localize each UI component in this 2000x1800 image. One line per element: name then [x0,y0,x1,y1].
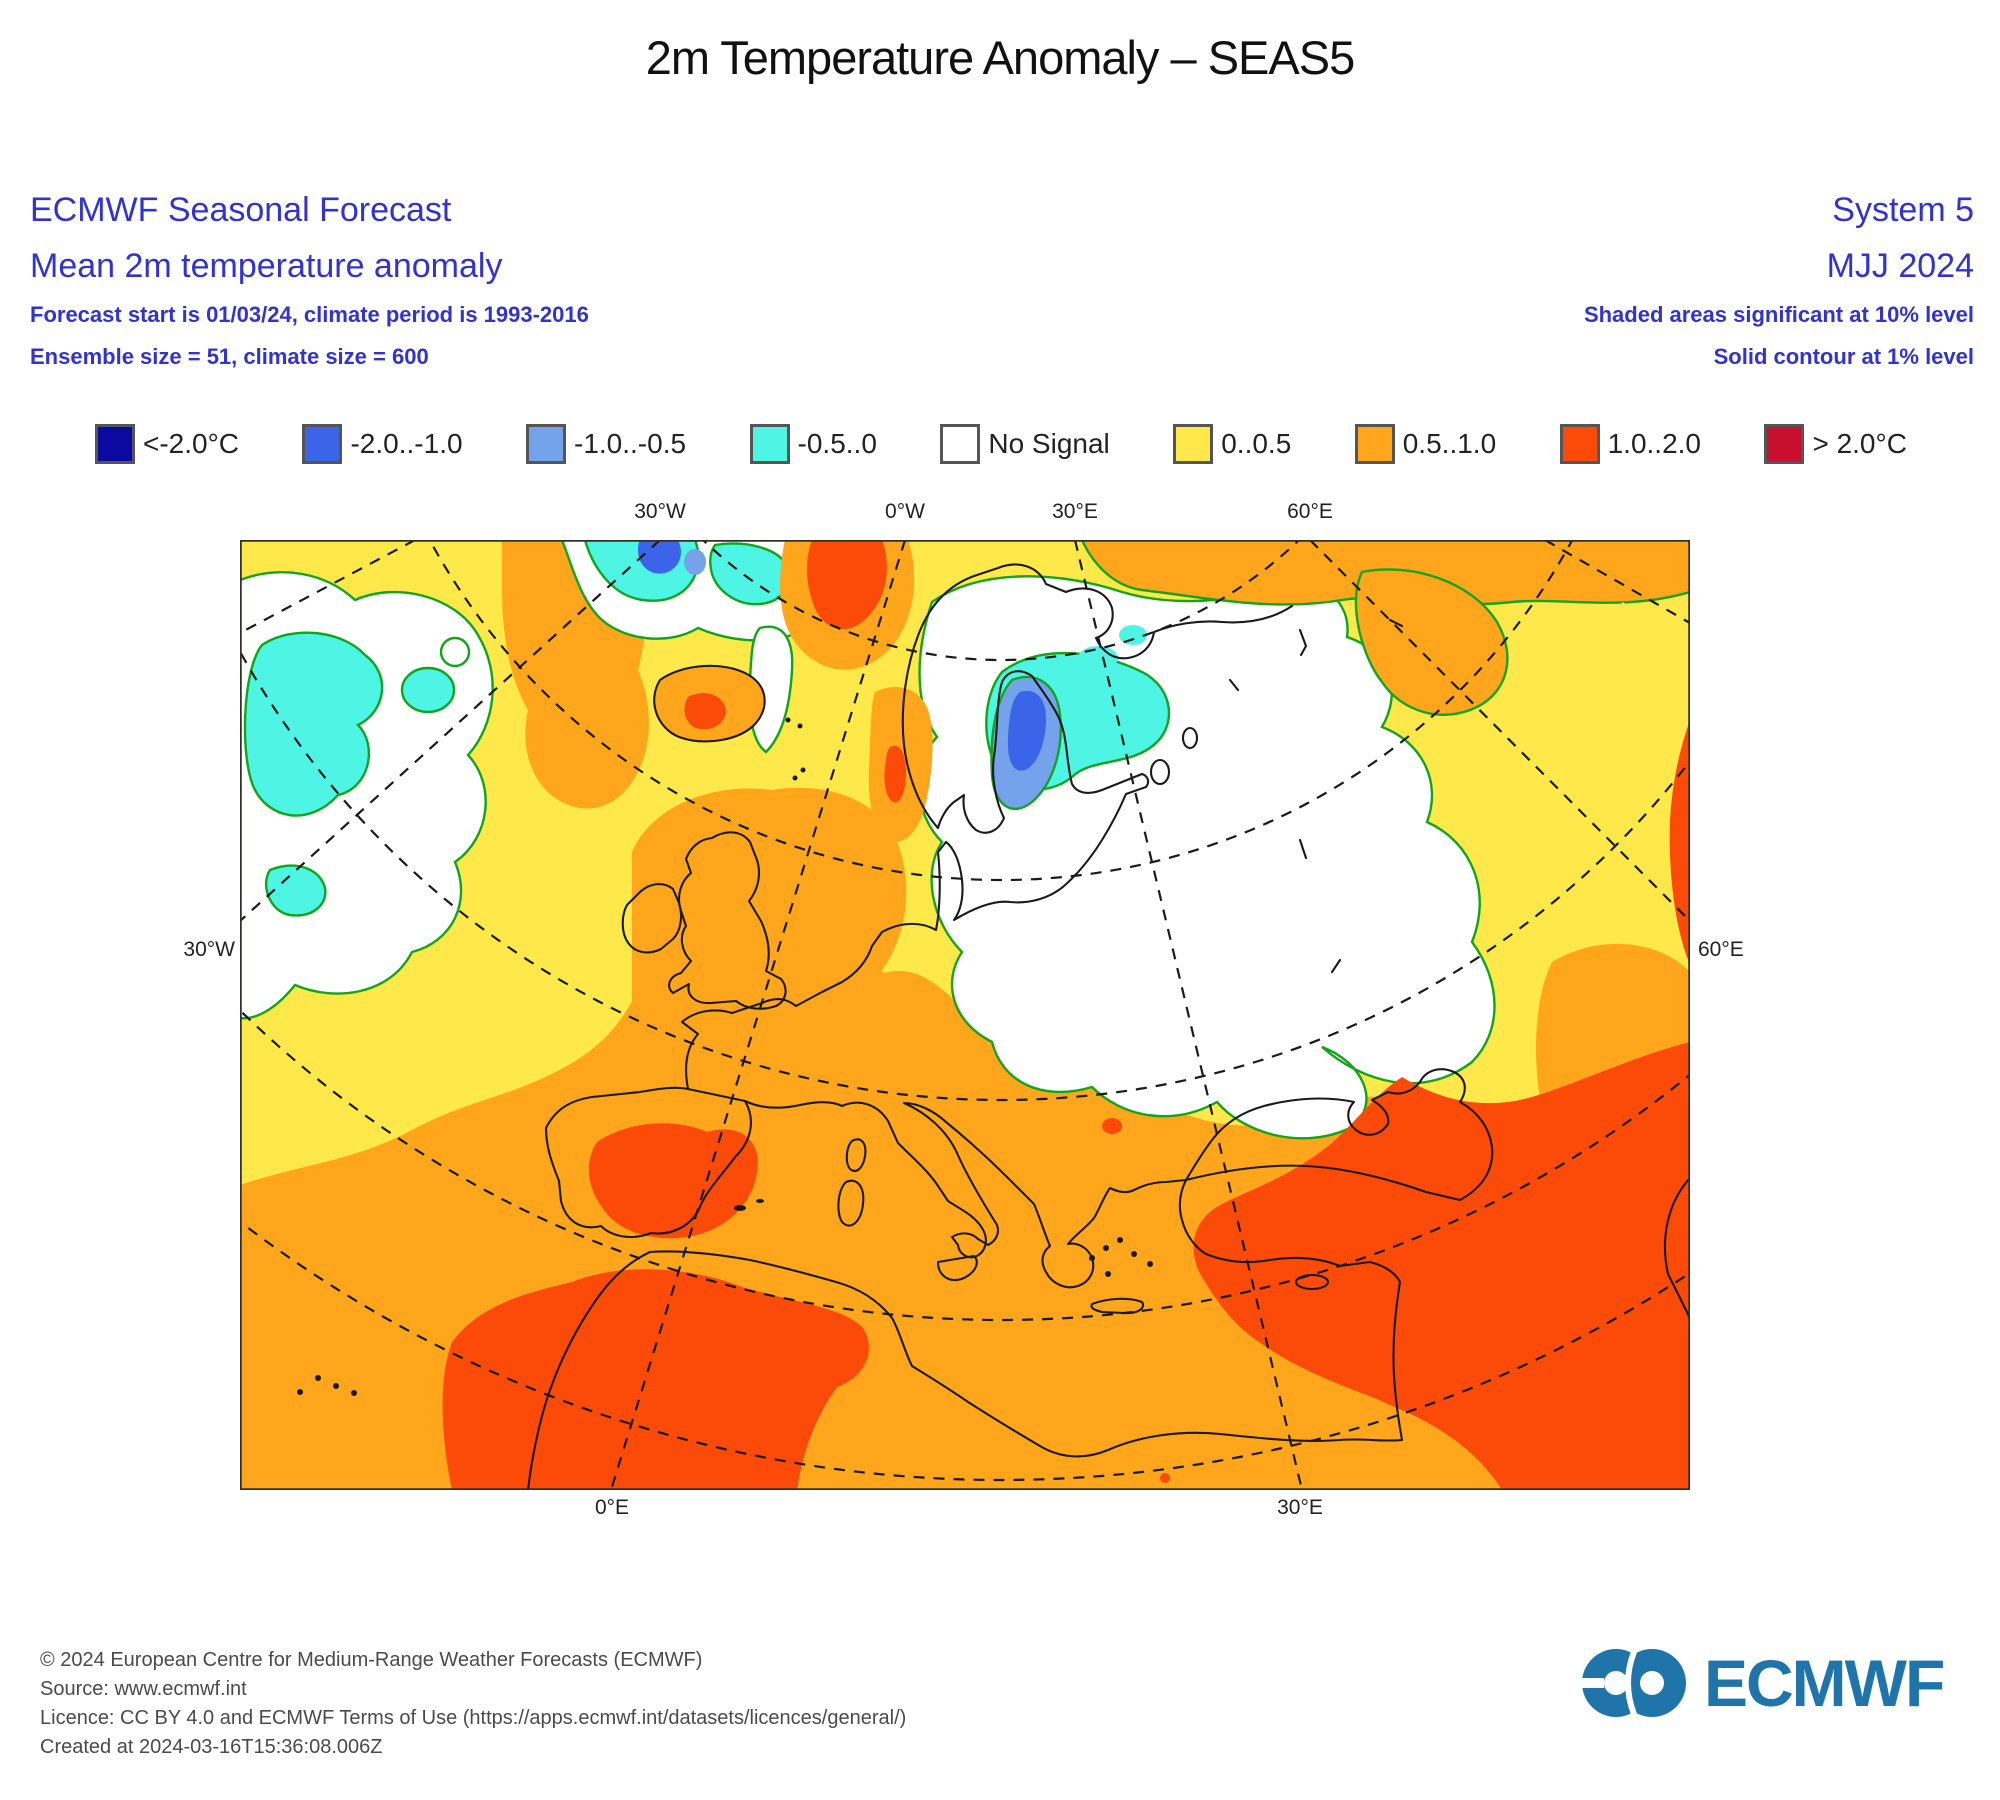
legend-swatch-1-2 [1559,424,1600,464]
season-label: MJJ 2024 [1826,247,1974,285]
anomaly-blue-arctic [637,540,681,574]
anomaly-blue-bothnia [1007,690,1047,771]
legend-item: 0.5..1.0 [1354,424,1497,464]
forecast-map [240,540,1690,1490]
footer-attribution: © 2024 European Centre for Medium-Range … [40,1646,906,1762]
small-islands [297,717,1153,1396]
anatolia-levant-africa-coastline [526,1178,1404,1490]
anomaly-cyan-patch [1119,625,1147,645]
graticule-lines [240,540,1690,1490]
legend-swatch-neg05-0 [749,424,790,464]
lake-onega [1181,726,1199,750]
anomaly-red-streak [806,540,887,630]
anomaly-red-dot [1160,1473,1170,1483]
legend-label: > 2.0°C [1812,428,1907,459]
legend-item: No Signal [940,424,1110,464]
legend-label: -0.5..0 [797,428,877,459]
iberia-coastline [544,1086,752,1238]
ecmwf-logo: ECMWF [1576,1638,1945,1728]
source-line: Source: www.ecmwf.int [40,1678,247,1700]
europe-north-coastline [680,563,1294,1091]
axis-label-top-30w: 30°W [634,500,686,523]
system-label: System 5 [1832,191,1974,229]
header-left: ECMWF Seasonal Forecast Mean 2m temperat… [30,182,589,378]
anomaly-cyan-patch [400,666,456,714]
ecmwf-logo-icon [1576,1649,1686,1717]
legend-item: 1.0..2.0 [1559,424,1701,464]
created-line: Created at 2024-03-16T15:36:08.006Z [40,1736,383,1758]
mediterranean-coastline [743,1099,1462,1289]
anomaly-cyan-patch [1078,646,1118,670]
anomaly-map-svg [240,540,1690,1490]
copyright-line: © 2024 European Centre for Medium-Range … [40,1649,703,1671]
legend-item: -0.5..0 [749,424,877,464]
significance-note: Shaded areas significant at 10% level [1583,302,1974,327]
axis-label-right-60e: 60°E [1698,938,1744,961]
legend-swatch-neg1-neg05 [526,424,566,464]
legend-swatch-0-05 [1173,424,1214,464]
color-legend: <-2.0°C -2.0..-1.0 -1.0..-0.5 -0.5..0 No… [95,424,1907,464]
legend-item: <-2.0°C [95,424,239,464]
anomaly-orange-northeast-blob [1354,568,1509,716]
axis-label-top-0w: 0°W [885,500,925,523]
anomaly-yellow-right-strip [1610,602,1690,962]
axis-label-bottom-0e: 0°E [594,1496,630,1519]
legend-label: 0.5..1.0 [1402,428,1497,459]
header-right: System 5 MJJ 2024 Shaded areas significa… [1584,182,1974,378]
legend-item: -2.0..-1.0 [302,424,463,464]
legend-item: > 2.0°C [1764,424,1907,464]
anomaly-orange-british-isles [632,787,907,1062]
axis-label-top-30e: 30°E [1052,500,1098,523]
legend-swatch-05-1 [1354,424,1395,464]
anomaly-orange-egypt [1233,1332,1464,1490]
legend-label: 1.0..2.0 [1607,428,1701,459]
legend-swatch-gt2 [1764,424,1805,464]
legend-item: -1.0..-0.5 [526,424,686,464]
licence-line: Licence: CC BY 4.0 and ECMWF Terms of Us… [40,1707,907,1729]
anomaly-cyan-arctic [709,542,791,606]
axis-label-bottom-30e: 30°E [1277,1496,1323,1519]
legend-swatch-neg2-neg1 [302,424,343,464]
lake-ladoga [1149,758,1171,786]
legend-label: <-2.0°C [143,428,240,459]
anomaly-lightblue-arctic [684,549,706,575]
forecast-start: Forecast start is 01/03/24, climate peri… [30,302,589,327]
ensemble-size: Ensemble size = 51, climate size = 600 [30,344,429,369]
legend-swatch-lt-neg2 [95,424,135,464]
parameter-name: Mean 2m temperature anomaly [30,247,503,285]
anomaly-red-east-edge [1669,720,1690,965]
legend-swatch-no-signal [940,424,981,464]
legend-label: -1.0..-0.5 [574,428,687,459]
legend-item: 0..0.5 [1173,424,1291,464]
arctic-coast-marks [1228,618,1404,974]
legend-label: 0..0.5 [1221,428,1292,459]
axis-label-top-60e: 60°E [1287,500,1333,523]
axis-label-left-30w: 30°W [183,938,235,961]
great-britain-coastline [668,831,787,1010]
product-name: ECMWF Seasonal Forecast [30,191,452,229]
cyprus-coastline [1294,1273,1330,1291]
coastlines [297,563,1690,1490]
anomaly-red-norway [884,745,906,803]
page-title: 2m Temperature Anomaly – SEAS5 [645,31,1355,84]
anomaly-red-balkan-dot [1102,1118,1122,1134]
anomaly-red-anatolia [1193,1042,1690,1490]
anomaly-cyan-northwest [243,631,384,817]
anomaly-red-nw-africa [442,1269,869,1490]
sardinia-coastline [837,1179,865,1227]
legend-label: -2.0..-1.0 [350,428,463,459]
crete-coastline [1090,1297,1144,1315]
legend-label: No Signal [988,428,1110,459]
no-signal-strip-iceland [748,625,794,754]
ireland-coastline [621,883,683,954]
significance-contour [439,636,471,668]
anomaly-red-iceland [684,693,726,730]
contour-note: Solid contour at 1% level [1713,344,1974,369]
ecmwf-logo-text: ECMWF [1704,1646,1945,1720]
black-sea-coastline [1184,1068,1494,1202]
corsica-coastline [845,1138,867,1172]
sicily-coastline [936,1254,978,1282]
